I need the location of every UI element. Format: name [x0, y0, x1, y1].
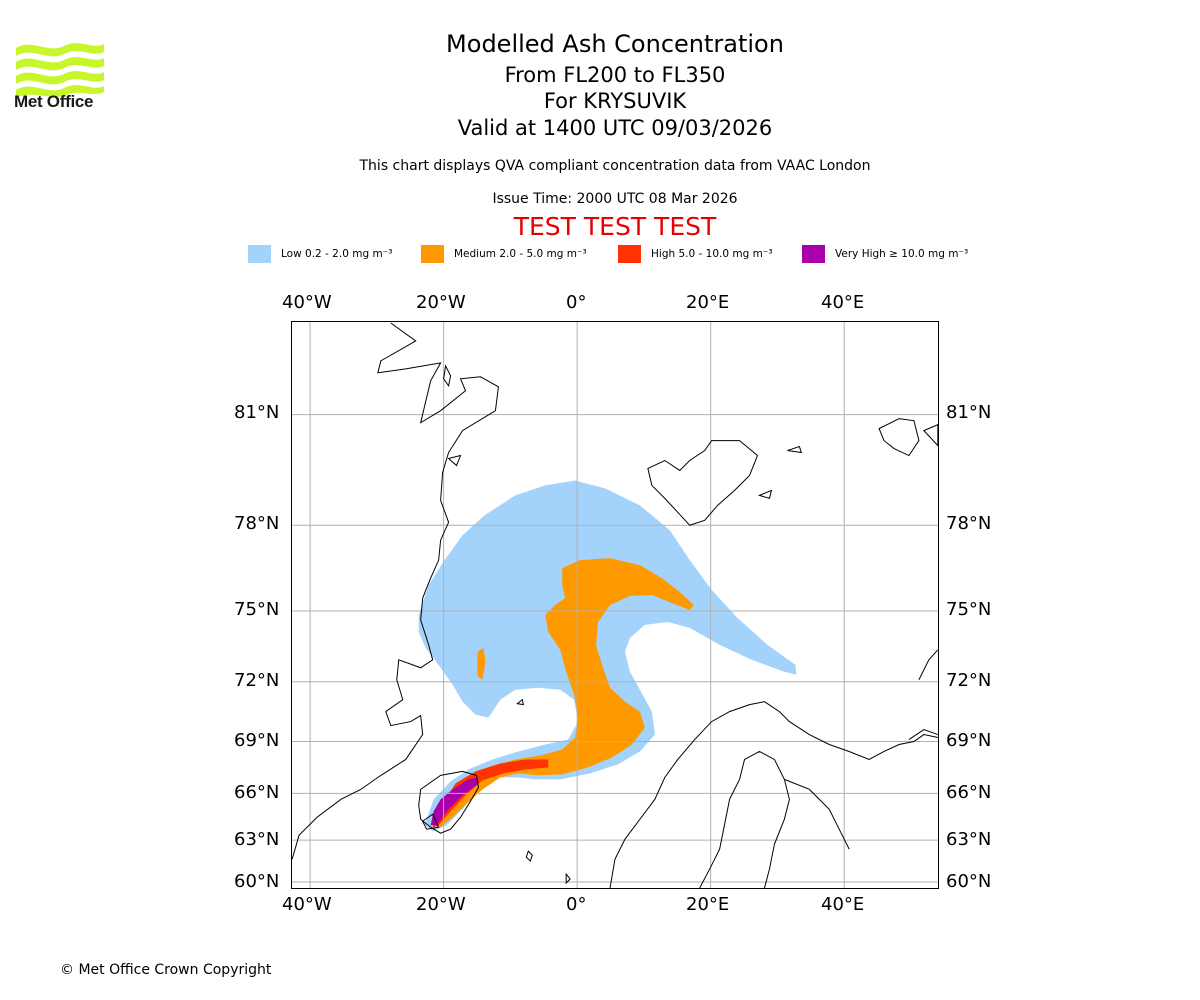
- lon-tick-bottom-20w: 20°W: [416, 894, 466, 915]
- chart-title: Modelled Ash Concentration: [446, 30, 784, 58]
- lon-tick-top-20e: 20°E: [686, 292, 730, 313]
- lon-tick-bottom-40e: 40°E: [821, 894, 865, 915]
- scandinavia-coast: [609, 701, 938, 888]
- lat-tick-right-72n: 72°N: [946, 670, 992, 691]
- met-office-logo-icon: [16, 43, 104, 98]
- legend-swatch-low: [248, 245, 271, 263]
- flight-level-range: From FL200 to FL350: [504, 63, 726, 87]
- lat-tick-right-78n: 78°N: [946, 513, 992, 534]
- lat-tick-right-60n: 60°N: [946, 871, 992, 892]
- legend-swatch-very-high: [802, 245, 825, 263]
- lat-tick-right-75n: 75°N: [946, 599, 992, 620]
- legend-label-medium: Medium 2.0 - 5.0 mg m⁻³: [454, 248, 587, 260]
- test-banner: TEST TEST TEST: [513, 212, 717, 241]
- ash-area-medium-blob: [477, 647, 486, 680]
- legend-label-low: Low 0.2 - 2.0 mg m⁻³: [281, 248, 393, 260]
- copyright-notice: © Met Office Crown Copyright: [60, 962, 272, 978]
- lon-tick-bottom-40w: 40°W: [282, 894, 332, 915]
- legend-label-high: High 5.0 - 10.0 mg m⁻³: [651, 248, 773, 260]
- lon-tick-top-0: 0°: [566, 292, 587, 313]
- legend-item-low: Low 0.2 - 2.0 mg m⁻³: [248, 244, 392, 264]
- lat-tick-right-66n: 66°N: [946, 782, 992, 803]
- ash-area-very-high: [430, 777, 479, 826]
- lat-tick-left-78n: 78°N: [234, 513, 280, 534]
- lat-tick-left-66n: 66°N: [234, 782, 280, 803]
- svalbard-coast: [647, 440, 759, 526]
- legend-item-very-high: Very High ≥ 10.0 mg m⁻³: [802, 244, 968, 264]
- lat-tick-left-75n: 75°N: [234, 599, 280, 620]
- legend-item-medium: Medium 2.0 - 5.0 mg m⁻³: [421, 244, 587, 264]
- lat-tick-left-69n: 69°N: [234, 730, 280, 751]
- lon-tick-bottom-20e: 20°E: [686, 894, 730, 915]
- lon-tick-top-40e: 40°E: [821, 292, 865, 313]
- legend-label-very-high: Very High ≥ 10.0 mg m⁻³: [835, 248, 969, 260]
- graticule: [292, 322, 938, 888]
- lon-tick-top-40w: 40°W: [282, 292, 332, 313]
- coastlines: [292, 322, 938, 888]
- volcano-name: For KRYSUVIK: [543, 89, 687, 113]
- valid-time: Valid at 1400 UTC 09/03/2026: [457, 116, 773, 140]
- lat-tick-right-63n: 63°N: [946, 829, 992, 850]
- qva-disclaimer: This chart displays QVA compliant concen…: [359, 158, 871, 174]
- legend-swatch-high: [618, 245, 641, 263]
- lat-tick-left-72n: 72°N: [234, 670, 280, 691]
- lon-tick-top-20w: 20°W: [416, 292, 466, 313]
- logo-wordmark: Met Office: [14, 92, 94, 111]
- ash-area-low: [418, 480, 797, 832]
- lat-tick-right-81n: 81°N: [946, 402, 992, 423]
- iceland-coast: [418, 770, 480, 834]
- lon-tick-bottom-0: 0°: [566, 894, 587, 915]
- lat-tick-right-69n: 69°N: [946, 730, 992, 751]
- ash-concentration-map: [291, 321, 939, 889]
- issue-time: Issue Time: 2000 UTC 08 Mar 2026: [492, 191, 738, 207]
- lat-tick-left-60n: 60°N: [234, 871, 280, 892]
- lat-tick-left-63n: 63°N: [234, 829, 280, 850]
- legend-item-high: High 5.0 - 10.0 mg m⁻³: [618, 244, 773, 264]
- legend-swatch-medium: [421, 245, 444, 263]
- lat-tick-left-81n: 81°N: [234, 402, 280, 423]
